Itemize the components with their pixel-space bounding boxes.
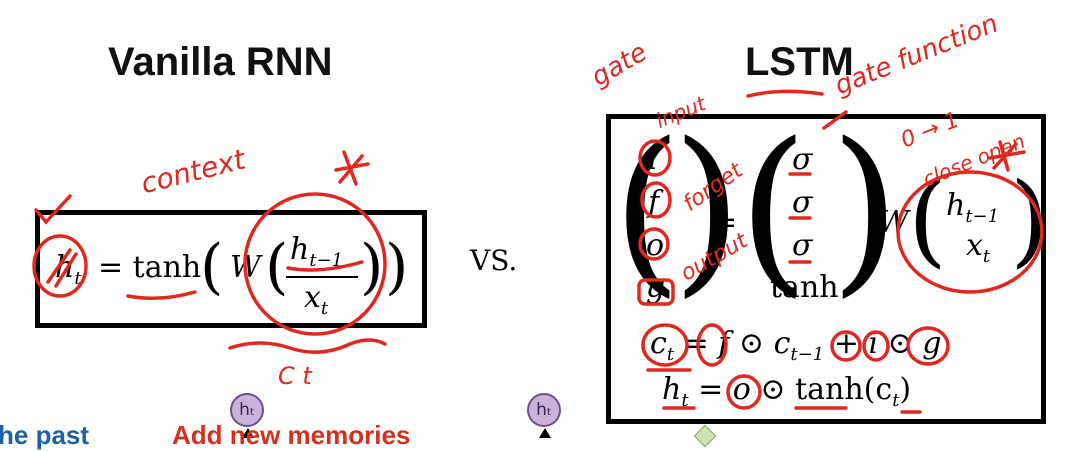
lstm-vec-bracket-open: ( <box>908 161 948 278</box>
lstm-vec-top: ht−1 <box>946 188 1000 227</box>
lstm-act-bracket-close: ) <box>830 105 901 314</box>
rnn-frac-num: ht−1 <box>290 232 344 271</box>
gate-g-box <box>637 278 675 306</box>
rnn-inner-paren-close: ) <box>360 232 384 302</box>
ink-strokes <box>32 89 1044 414</box>
gate-dash <box>822 110 848 130</box>
tanh-underline <box>126 290 197 300</box>
bottom-text-past: he past <box>0 420 90 450</box>
lstm-vec-bot: xt <box>966 228 991 267</box>
arrow-up-left-icon <box>242 428 254 438</box>
lstm-title: LSTM <box>745 40 854 84</box>
lstm-act-bracket-open: ( <box>738 105 809 314</box>
lstm-equals: = <box>712 205 738 240</box>
gate-f: f <box>648 185 660 220</box>
rnn-tanh: = tanh <box>98 250 202 285</box>
lstm-title-underline <box>746 89 824 98</box>
vs-label: VS. <box>470 244 518 277</box>
act-sigma-1: σ <box>792 142 813 177</box>
hidden-state-node-right: hₜ <box>527 393 561 427</box>
star-left <box>334 150 370 186</box>
gate-o-circle <box>638 227 670 261</box>
gate-i-circle <box>638 139 672 177</box>
num-underline <box>286 260 364 272</box>
gate-o: o <box>646 228 665 263</box>
annotation-ct: C t <box>278 362 312 390</box>
rnn-frac-bar <box>286 276 358 278</box>
rnn-frac-den: xt <box>304 280 329 319</box>
rnn-outer-paren-open: ( <box>200 232 224 302</box>
g-circle <box>906 326 950 366</box>
lstm-gate-bracket-open: ( <box>612 105 683 314</box>
rnn-equation-box <box>35 210 427 328</box>
hidden-state-node-left: hₜ <box>230 393 264 427</box>
vanilla-rnn-title: Vanilla RNN <box>108 40 333 84</box>
lstm-equation-box <box>606 114 1046 424</box>
ct-lhs-circle <box>641 323 689 367</box>
context-circle <box>243 192 387 336</box>
act-sigma-2: σ <box>792 185 813 220</box>
act-tanh: tanh <box>770 270 839 305</box>
ct-wave <box>228 338 387 354</box>
o-circle <box>726 374 762 410</box>
arrow-up-right-icon <box>539 428 551 438</box>
hx-circle <box>896 170 1044 294</box>
i-circle <box>862 330 890 362</box>
ht-circle <box>32 234 88 298</box>
gate-i: i <box>648 142 658 177</box>
checkmark-mark <box>34 194 72 225</box>
bottom-text-add-memories: Add new memories <box>172 420 411 450</box>
gate-f-circle <box>640 181 672 219</box>
ht-strike <box>46 248 78 288</box>
lstm-gate-bracket-close: ) <box>672 105 743 314</box>
rnn-inner-paren-open: ( <box>265 232 289 302</box>
lstm-hidden-equation: ht = o ⊙ tanh(ct) <box>662 372 912 411</box>
act-sigma-3: σ <box>792 228 813 263</box>
rnn-lhs: ht <box>55 250 82 289</box>
f-circle <box>696 323 728 367</box>
plus-circle <box>830 330 862 362</box>
lstm-cell-equation: ct = f ⊙ ct−1 + i ⊙ g <box>650 326 942 365</box>
star-right <box>988 140 1026 172</box>
rnn-outer-paren-close: ) <box>385 232 409 302</box>
